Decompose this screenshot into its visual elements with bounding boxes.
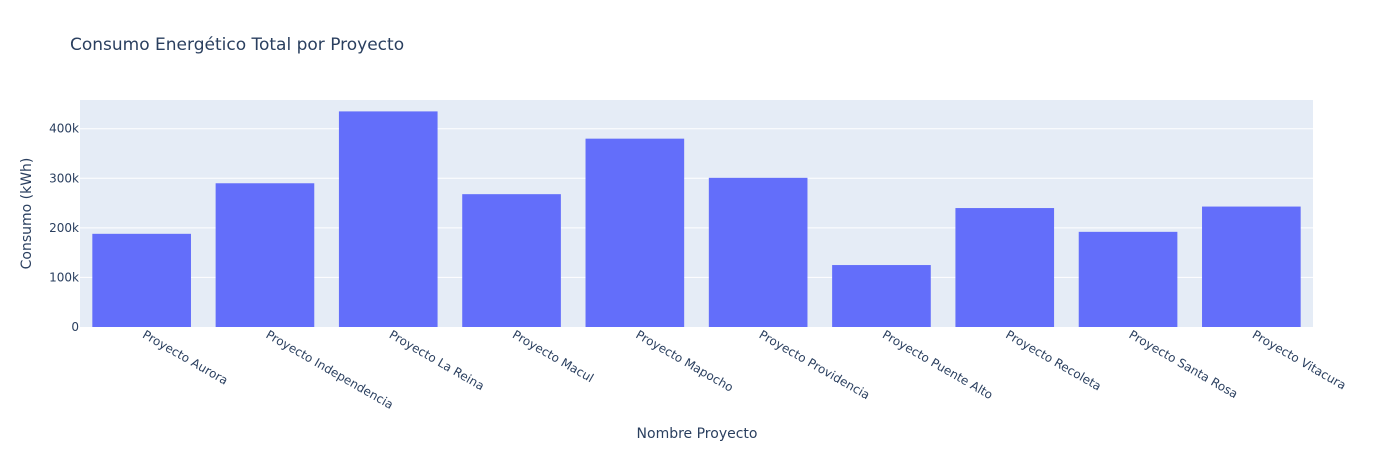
bar [1078,231,1178,327]
bar [462,194,561,327]
x-tick-label: Proyecto Vitacura [1250,327,1349,392]
x-tick-label: Proyecto Macul [510,327,596,385]
bar [708,177,808,327]
bars [92,111,1301,327]
x-tick-label: Proyecto La Reina [387,327,487,393]
x-tick-label: Proyecto Puente Alto [880,327,995,402]
y-tick-label: 200k [49,221,79,235]
y-tick-label: 400k [49,122,79,136]
y-tick-label: 0 [71,320,79,334]
x-tick-label: Proyecto Recoleta [1003,327,1103,393]
bar [1202,206,1301,327]
x-axis-ticks: Proyecto Aurora Proyecto IndependenciaPro… [140,327,1348,411]
x-tick-label: Proyecto Independencia [263,327,395,411]
bar [92,233,191,327]
x-axis-title: Nombre Proyecto [637,426,758,442]
x-tick-label: Proyecto Santa Rosa [1127,327,1241,401]
x-tick-label: Proyecto Mapocho [633,327,735,394]
chart-title: Consumo Energético Total por Proyecto [70,35,404,55]
x-tick-label: Proyecto Aurora [140,327,230,387]
bar [832,265,931,327]
bar [585,138,685,327]
y-tick-label: 100k [49,270,79,284]
bar [338,111,438,327]
y-tick-label: 300k [49,171,79,185]
y-axis-title: Consumo (kWh) [19,158,35,270]
y-axis-ticks: 0 100k 200k 300k 400k [49,122,79,334]
bar [955,208,1055,327]
bar [215,183,315,327]
x-tick-label: Proyecto Providencia [757,327,873,402]
